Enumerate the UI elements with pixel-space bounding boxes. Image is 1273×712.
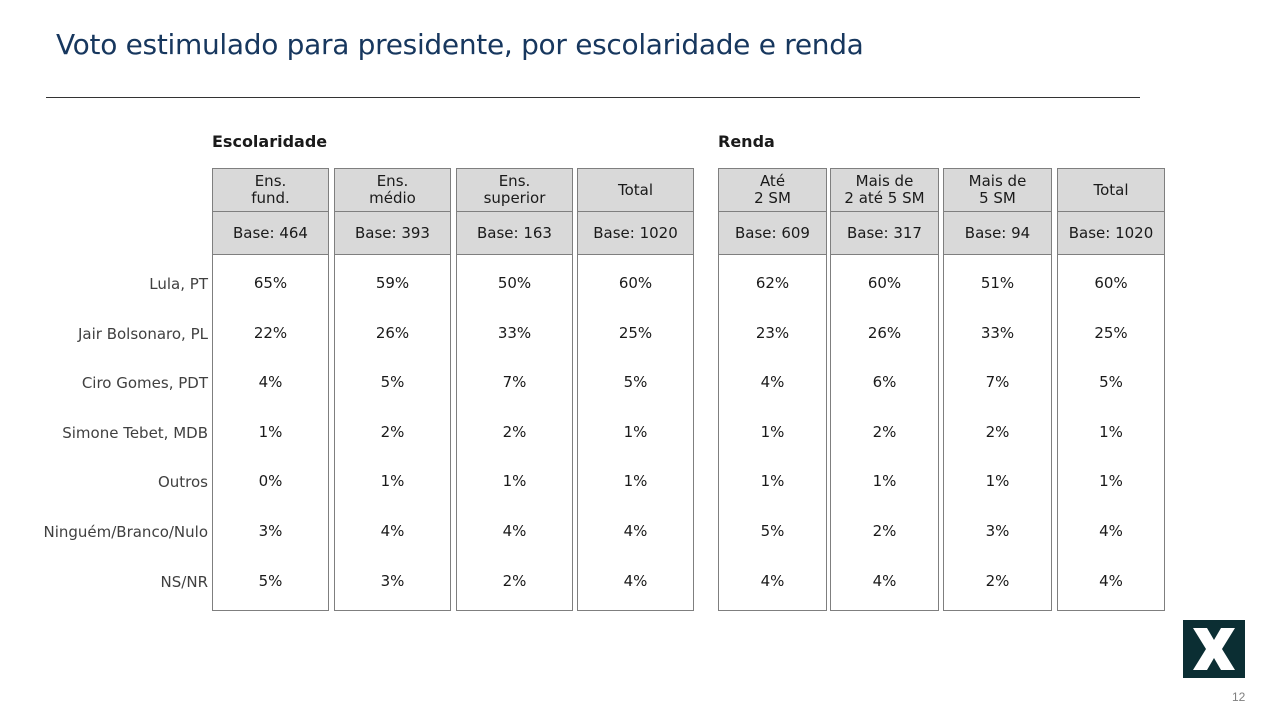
column-base: Base: 609 [719, 212, 826, 255]
table-cell: 51% [980, 274, 1015, 292]
table-cell: 0% [258, 472, 283, 491]
table-cell: 2% [502, 571, 527, 590]
table-cell: 5% [380, 373, 405, 392]
table-cell: 50% [497, 274, 532, 292]
table-column: Até 2 SM Base: 609 62% 23% 4% 1% 1% 5% 4% [718, 168, 827, 611]
table-cell: 2% [380, 422, 405, 441]
row-label: Lula, PT [149, 275, 208, 293]
table-cell: 22% [253, 323, 288, 342]
column-header: Ens. médio [335, 169, 450, 212]
row-label: NS/NR [160, 572, 208, 591]
table-cell: 5% [760, 521, 785, 540]
table-cell: 1% [985, 472, 1010, 491]
table-column: Mais de 2 até 5 SM Base: 317 60% 26% 6% 2% 1% 2… [830, 168, 939, 611]
table-cell: 5% [1099, 373, 1123, 392]
table-cell: 1% [1099, 422, 1123, 441]
table-cell: 1% [760, 472, 785, 491]
table-cell: 1% [502, 472, 527, 491]
column-header: Até 2 SM [719, 169, 826, 212]
row-label: Ciro Gomes, PDT [81, 374, 208, 393]
column-header: Total [1058, 169, 1164, 212]
column-base: Base: 317 [831, 212, 938, 255]
table-cell: 1% [623, 472, 648, 491]
table-cell: 25% [618, 323, 653, 342]
table-cell: 4% [623, 571, 648, 590]
table-column: Ens. fund. Base: 464 65% 22% 4% 1% 0% 3% 5% [212, 168, 329, 611]
section-title-escolaridade: Escolaridade [212, 132, 328, 151]
table-cell: 2% [502, 422, 527, 441]
page-number: 12 [1232, 690, 1246, 704]
column-base: Base: 163 [457, 212, 572, 255]
row-label: Outros [157, 473, 208, 492]
column-base: Base: 94 [944, 212, 1051, 255]
column-header: Total [578, 169, 693, 212]
table-cell: 4% [760, 373, 785, 392]
x-logo-icon [1183, 620, 1245, 678]
table-cell: 7% [985, 373, 1010, 392]
table-cell: 65% [253, 274, 288, 292]
title-divider [46, 97, 1140, 98]
table-cell: 4% [1099, 521, 1123, 540]
table-cell: 2% [872, 422, 897, 441]
table-cell: 60% [618, 274, 653, 292]
column-base: Base: 464 [213, 212, 328, 255]
table-cell: 5% [623, 373, 648, 392]
column-header: Mais de 2 até 5 SM [831, 169, 938, 212]
table-cell: 26% [375, 323, 410, 342]
table-cell: 4% [872, 571, 897, 590]
table-cell: 3% [380, 571, 405, 590]
table-cell: 33% [497, 323, 532, 342]
column-base: Base: 1020 [1058, 212, 1164, 255]
table-cell: 4% [623, 521, 648, 540]
table-cell: 1% [380, 472, 405, 491]
table-cell: 4% [502, 521, 527, 540]
table-cell: 23% [755, 323, 790, 342]
column-header: Mais de 5 SM [944, 169, 1051, 212]
column-base: Base: 1020 [578, 212, 693, 255]
table-cell: 6% [872, 373, 897, 392]
row-label: Simone Tebet, MDB [62, 423, 208, 442]
column-header: Ens. superior [457, 169, 572, 212]
row-labels: Lula, PT Jair Bolsonaro, PL Ciro Gomes, … [0, 256, 208, 603]
table-cell: 2% [872, 521, 897, 540]
table-cell: 33% [980, 323, 1015, 342]
table-cell: 5% [258, 571, 283, 590]
table-cell: 60% [1094, 274, 1128, 292]
table-cell: 1% [872, 472, 897, 491]
table-column: Ens. superior Base: 163 50% 33% 7% 2% 1% 4% 2% [456, 168, 573, 611]
row-label: Ninguém/Branco/Nulo [43, 522, 208, 541]
section-title-renda: Renda [718, 132, 775, 151]
table-cell: 4% [1099, 571, 1123, 590]
table-cell: 3% [985, 521, 1010, 540]
column-header: Ens. fund. [213, 169, 328, 212]
table-cell: 3% [258, 521, 283, 540]
table-cell: 26% [867, 323, 902, 342]
page-title: Voto estimulado para presidente, por esc… [56, 28, 864, 61]
table-cell: 2% [985, 422, 1010, 441]
table-cell: 60% [867, 274, 902, 292]
table-column: Mais de 5 SM Base: 94 51% 33% 7% 2% 1% 3% 2% [943, 168, 1052, 611]
table-cell: 62% [755, 274, 790, 292]
table-column: Total Base: 1020 60% 25% 5% 1% 1% 4% 4% [577, 168, 694, 611]
table-cell: 25% [1094, 323, 1128, 342]
table-cell: 1% [623, 422, 648, 441]
row-label: Jair Bolsonaro, PL [78, 324, 208, 343]
table-column: Ens. médio Base: 393 59% 26% 5% 2% 1% 4% 3% [334, 168, 451, 611]
table-cell: 2% [985, 571, 1010, 590]
table-column: Total Base: 1020 60% 25% 5% 1% 1% 4% 4% [1057, 168, 1165, 611]
table-cell: 4% [380, 521, 405, 540]
table-cell: 1% [760, 422, 785, 441]
table-cell: 1% [1099, 472, 1123, 491]
table-cell: 4% [258, 373, 283, 392]
table-cell: 4% [760, 571, 785, 590]
table-cell: 1% [258, 422, 283, 441]
column-base: Base: 393 [335, 212, 450, 255]
table-cell: 59% [375, 274, 410, 292]
table-cell: 7% [502, 373, 527, 392]
